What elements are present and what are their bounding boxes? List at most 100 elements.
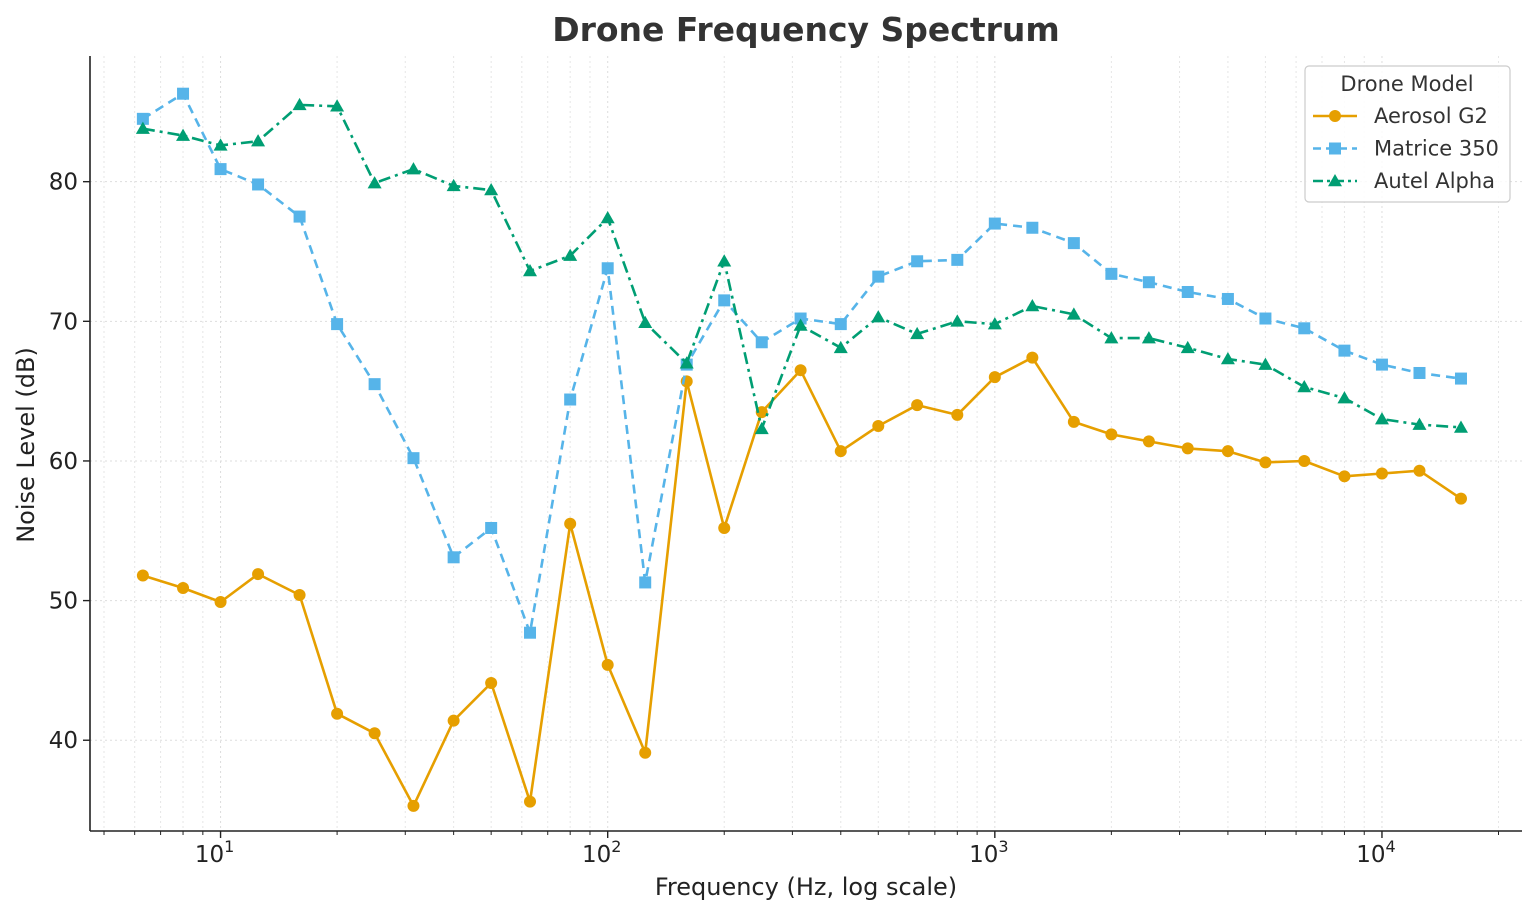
data-point-autel-alpha [1066,307,1081,320]
data-point-autel-alpha [910,326,925,340]
x-tick-label: 102 [582,837,621,868]
data-point-matrice-350 [911,255,924,268]
data-point-aerosol-g2 [1142,435,1155,448]
data-point-autel-alpha [446,178,461,192]
series-line-aerosol-g2 [142,356,1462,808]
data-point-autel-alpha [754,421,769,435]
data-point-aerosol-g2 [293,589,306,602]
data-point-aerosol-g2 [1221,445,1234,458]
data-point-aerosol-g2 [368,727,381,740]
data-point-aerosol-g2 [1026,351,1039,364]
data-point-autel-alpha [1412,417,1427,430]
data-point-autel-alpha [793,318,808,331]
data-point-autel-alpha [1374,412,1389,425]
data-point-aerosol-g2 [1181,442,1194,455]
data-point-matrice-350 [834,318,847,331]
legend-frame [1304,65,1511,203]
data-point-autel-alpha [251,134,266,147]
data-point-autel-alpha [1104,331,1119,344]
chart-title: Drone Frequency Spectrum [552,10,1060,49]
data-point-aerosol-g2 [951,408,964,421]
x-tick-label-base: 10 [195,842,224,868]
data-point-aerosol-g2 [755,406,768,419]
data-point-autel-alpha [1025,298,1040,312]
data-point-autel-alpha [484,183,499,196]
legend-marker-matrice-350 [1329,142,1341,155]
data-point-autel-alpha [135,121,150,134]
x-axis-label: Frequency (Hz, log scale) [655,873,957,901]
data-point-matrice-350 [447,551,460,564]
legend-marker-aerosol-g2 [1329,110,1341,122]
data-point-aerosol-g2 [1105,428,1118,441]
x-tick-label-exponent: 1 [224,837,234,856]
data-point-matrice-350 [214,163,227,176]
data-point-autel-alpha [1337,391,1352,404]
legend-label-matrice-350: Matrice 350 [1374,137,1499,161]
data-point-autel-alpha [406,162,421,175]
data-point-aerosol-g2 [564,517,577,530]
data-point-aerosol-g2 [911,399,924,412]
data-point-autel-alpha [600,210,615,224]
data-point-matrice-350 [407,452,420,465]
y-tick-label: 80 [49,170,78,196]
data-point-autel-alpha [1453,420,1468,433]
data-point-autel-alpha [1297,379,1312,393]
data-point-matrice-350 [1105,267,1118,280]
data-point-autel-alpha [871,310,886,323]
data-point-aerosol-g2 [718,521,731,534]
series-autel-alpha [135,97,1468,435]
data-point-aerosol-g2 [1338,470,1351,483]
data-point-matrice-350 [564,393,577,406]
data-point-matrice-350 [1298,322,1311,335]
data-point-autel-alpha [292,97,307,111]
data-point-matrice-350 [252,178,265,191]
series-aerosol-g2 [136,351,1467,812]
y-tick-label: 40 [49,728,78,754]
series-layer [135,87,1468,812]
data-point-aerosol-g2 [601,658,614,671]
data-point-aerosol-g2 [524,795,537,808]
data-point-aerosol-g2 [794,364,807,377]
data-point-matrice-350 [1259,312,1272,325]
data-point-matrice-350 [1454,372,1467,385]
data-point-matrice-350 [485,521,498,534]
data-point-autel-alpha [1258,357,1273,370]
data-point-autel-alpha [987,317,1002,330]
data-point-matrice-350 [331,318,344,331]
legend-title: Drone Model [1340,72,1473,96]
x-tick-label: 101 [195,837,234,868]
data-point-aerosol-g2 [331,707,344,720]
legend-label-aerosol-g2: Aerosol G2 [1374,104,1488,128]
x-tick-label-exponent: 2 [611,837,621,856]
data-point-matrice-350 [1142,276,1155,289]
data-point-aerosol-g2 [1413,464,1426,477]
data-point-autel-alpha [950,314,965,327]
data-point-matrice-350 [1181,285,1194,298]
data-point-aerosol-g2 [1375,467,1388,480]
data-point-autel-alpha [1180,340,1195,354]
y-tick-label: 60 [49,449,78,475]
data-point-matrice-350 [293,210,306,223]
data-point-matrice-350 [1026,221,1039,234]
data-point-autel-alpha [1220,352,1235,365]
data-point-matrice-350 [988,217,1001,230]
data-point-aerosol-g2 [1298,454,1311,467]
data-point-autel-alpha [679,356,694,369]
y-tick-label: 50 [49,589,78,615]
data-point-matrice-350 [601,262,614,275]
data-point-aerosol-g2 [988,371,1001,384]
data-point-matrice-350 [368,378,381,391]
data-point-aerosol-g2 [177,582,190,595]
data-point-matrice-350 [951,253,964,266]
data-point-aerosol-g2 [639,746,652,759]
data-point-aerosol-g2 [252,568,265,581]
x-tick-label: 103 [969,837,1008,868]
data-point-aerosol-g2 [485,676,498,689]
data-point-autel-alpha [638,315,653,328]
data-point-aerosol-g2 [447,714,460,727]
data-point-matrice-350 [1375,358,1388,371]
data-point-autel-alpha [367,176,382,189]
